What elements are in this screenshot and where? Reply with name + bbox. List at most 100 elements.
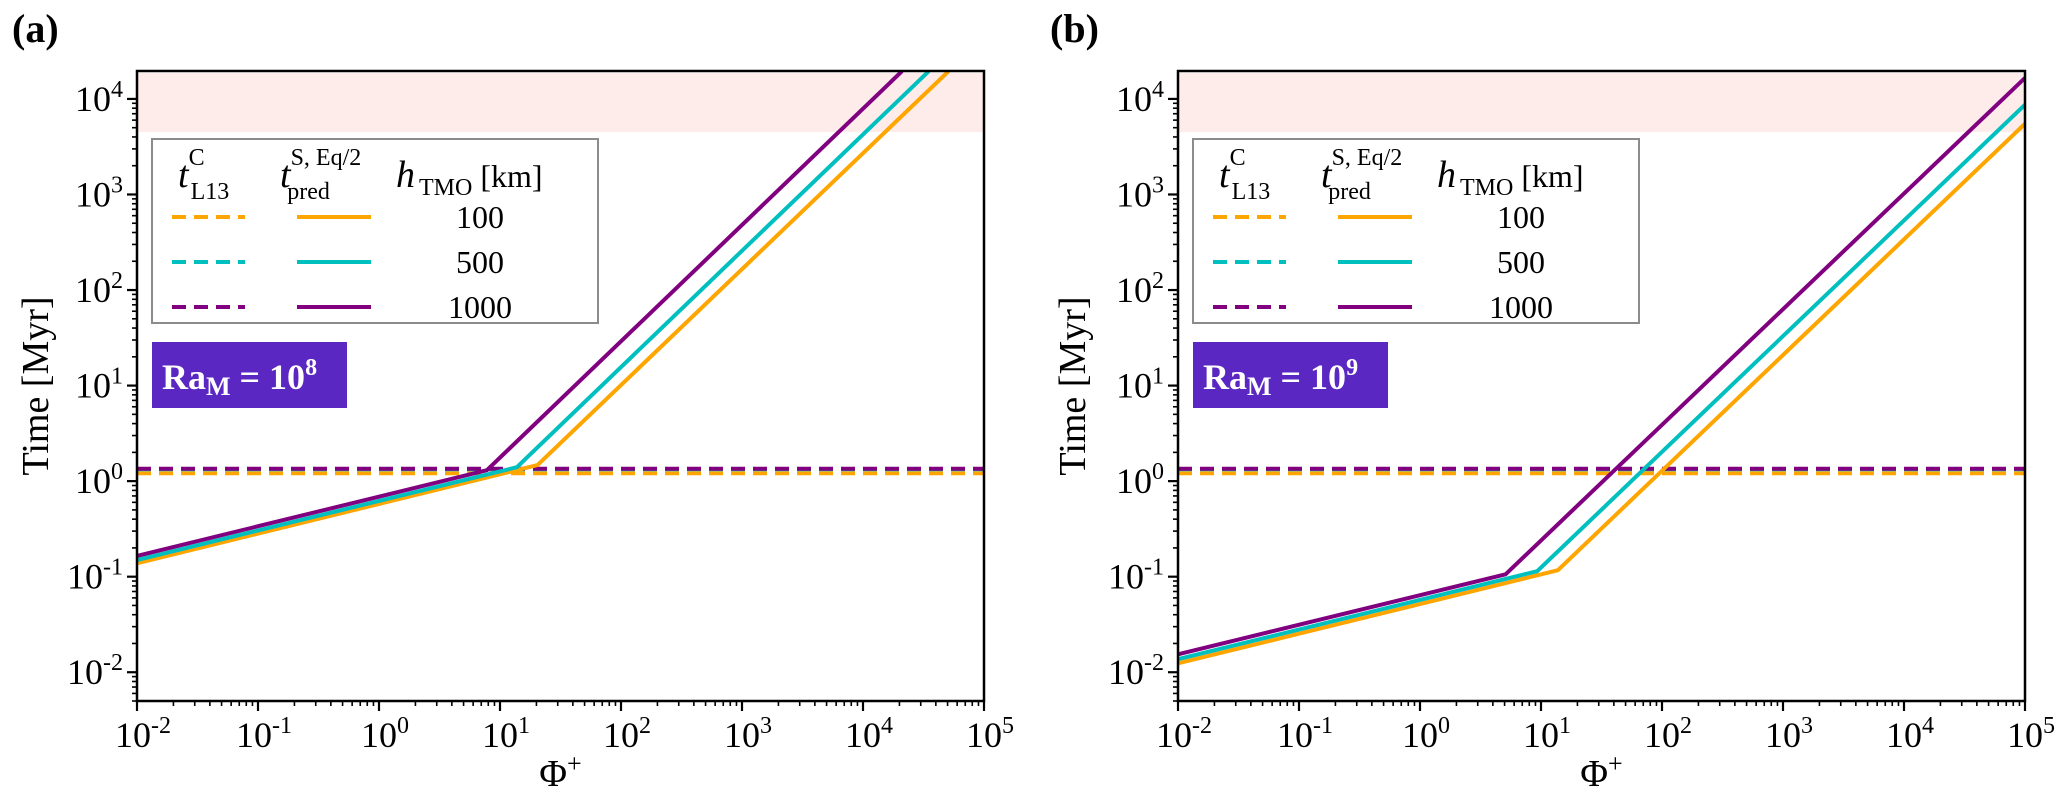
x-axis-label: Φ+ (539, 749, 581, 795)
tick-base: 10 (966, 715, 1002, 755)
tick-exponent: 3 (760, 713, 772, 739)
tick-base: 10 (1523, 715, 1559, 755)
ra-sup: 8 (305, 355, 317, 381)
ra-sup: 9 (1346, 355, 1358, 381)
x-tick-label: 104 (1886, 713, 1934, 755)
y-tick-label: 10-1 (1108, 555, 1164, 597)
x-tick-label: 102 (1644, 713, 1692, 755)
series-line-pred-500 (137, 71, 931, 563)
tick-base: 10 (115, 715, 151, 755)
tick-exponent: 0 (1152, 459, 1164, 485)
y-tick-label: 10-2 (67, 650, 123, 692)
legend-header-symbol: t (1321, 154, 1333, 196)
tick-exponent: 2 (639, 713, 651, 739)
tick-exponent: 2 (1152, 268, 1164, 294)
tick-base: 10 (236, 715, 272, 755)
legend-header: tC L13 (178, 145, 229, 205)
x-axis-label-main: Φ (539, 753, 567, 795)
tick-exponent: -1 (1313, 713, 1333, 739)
legend-header: h TMO [km] (1437, 154, 1584, 201)
panel-label: (a) (12, 6, 59, 51)
x-tick-label: 10-1 (236, 713, 292, 755)
tick-base: 10 (603, 715, 639, 755)
tick-base: 10 (67, 557, 103, 597)
x-tick-label: 104 (845, 713, 893, 755)
series-line-pred-100 (1178, 122, 2025, 666)
legend-header-sup: S, Eq/2 (291, 145, 362, 171)
tick-base: 10 (1116, 79, 1152, 119)
x-tick-label: 103 (724, 713, 772, 755)
tick-exponent: 1 (518, 713, 530, 739)
tick-exponent: 3 (111, 172, 123, 198)
tick-exponent: 1 (1152, 364, 1164, 390)
tick-exponent: 3 (1801, 713, 1813, 739)
legend-header: tS, Eq/2 pred (280, 145, 361, 205)
legend-header-sup: C (189, 145, 205, 171)
tick-exponent: 1 (111, 364, 123, 390)
tick-exponent: 4 (1922, 713, 1934, 739)
tick-exponent: 4 (1152, 77, 1164, 103)
tick-exponent: 0 (397, 713, 409, 739)
panel-b: 10-2 10-1 100 101 102 103 104 10510-210-1100101… (1050, 6, 2055, 795)
tick-exponent: 4 (111, 77, 123, 103)
series-line-pred-1000 (137, 71, 904, 558)
y-tick-label: 10-1 (67, 555, 123, 597)
tick-exponent: -2 (103, 650, 123, 676)
tick-base: 10 (1765, 715, 1801, 755)
ra-base: Ra (1203, 357, 1247, 397)
x-tick-label: 10-1 (1277, 713, 1333, 755)
tick-base: 10 (724, 715, 760, 755)
legend-header-sub: L13 (191, 179, 230, 205)
legend-header-symbol: t (1219, 154, 1231, 196)
tick-base: 10 (1116, 461, 1152, 501)
tick-exponent: -2 (151, 713, 171, 739)
y-tick-label: 103 (1116, 172, 1164, 214)
tick-base: 10 (1116, 366, 1152, 406)
shaded-band (138, 73, 983, 133)
legend-frame (151, 138, 599, 324)
tick-base: 10 (1644, 715, 1680, 755)
tick-exponent: -1 (103, 555, 123, 581)
tick-base: 10 (2007, 715, 2043, 755)
legend-row-label: 500 (456, 244, 504, 280)
ra-mid: = 10 (231, 357, 306, 397)
legend-header-sub: pred (287, 179, 330, 205)
legend-header-sup: C (1230, 145, 1246, 171)
series-line-pred-100 (137, 71, 950, 566)
x-tick-label: 103 (1765, 713, 1813, 755)
tick-base: 10 (1156, 715, 1192, 755)
y-tick-label: 100 (75, 459, 123, 501)
tick-base: 10 (1116, 270, 1152, 310)
legend-header-sub: TMO (1460, 175, 1513, 201)
x-tick-label: 101 (482, 713, 530, 755)
x-axis-label: Φ+ (1580, 749, 1622, 795)
y-tick-label: 103 (75, 172, 123, 214)
x-tick-label: 101 (1523, 713, 1571, 755)
tick-base: 10 (67, 652, 103, 692)
legend-header-sup: S, Eq/2 (1332, 145, 1403, 171)
tick-exponent: 2 (1680, 713, 1692, 739)
y-axis-label: Time [Myr] (1052, 296, 1094, 475)
legend-header: tC L13 (1219, 145, 1270, 205)
x-tick-label: 10-2 (1156, 713, 1212, 755)
tick-base: 10 (75, 366, 111, 406)
tick-exponent: 1 (1559, 713, 1571, 739)
legend-row-label: 100 (456, 199, 504, 235)
tick-base: 10 (482, 715, 518, 755)
tick-exponent: 5 (2043, 713, 2055, 739)
x-tick-label: 100 (361, 713, 409, 755)
tick-base: 10 (845, 715, 881, 755)
legend-header-symbol: h (396, 154, 415, 196)
ra-mid: = 10 (1272, 357, 1347, 397)
ra-annotation: RaM = 108 (152, 342, 347, 408)
ra-base: Ra (162, 357, 206, 397)
tick-base: 10 (75, 270, 111, 310)
tick-base: 10 (1108, 557, 1144, 597)
tick-exponent: 2 (111, 268, 123, 294)
ra-annotation-box (1193, 342, 1388, 408)
tick-exponent: 0 (1438, 713, 1450, 739)
tick-base: 10 (361, 715, 397, 755)
tick-exponent: -1 (1144, 555, 1164, 581)
